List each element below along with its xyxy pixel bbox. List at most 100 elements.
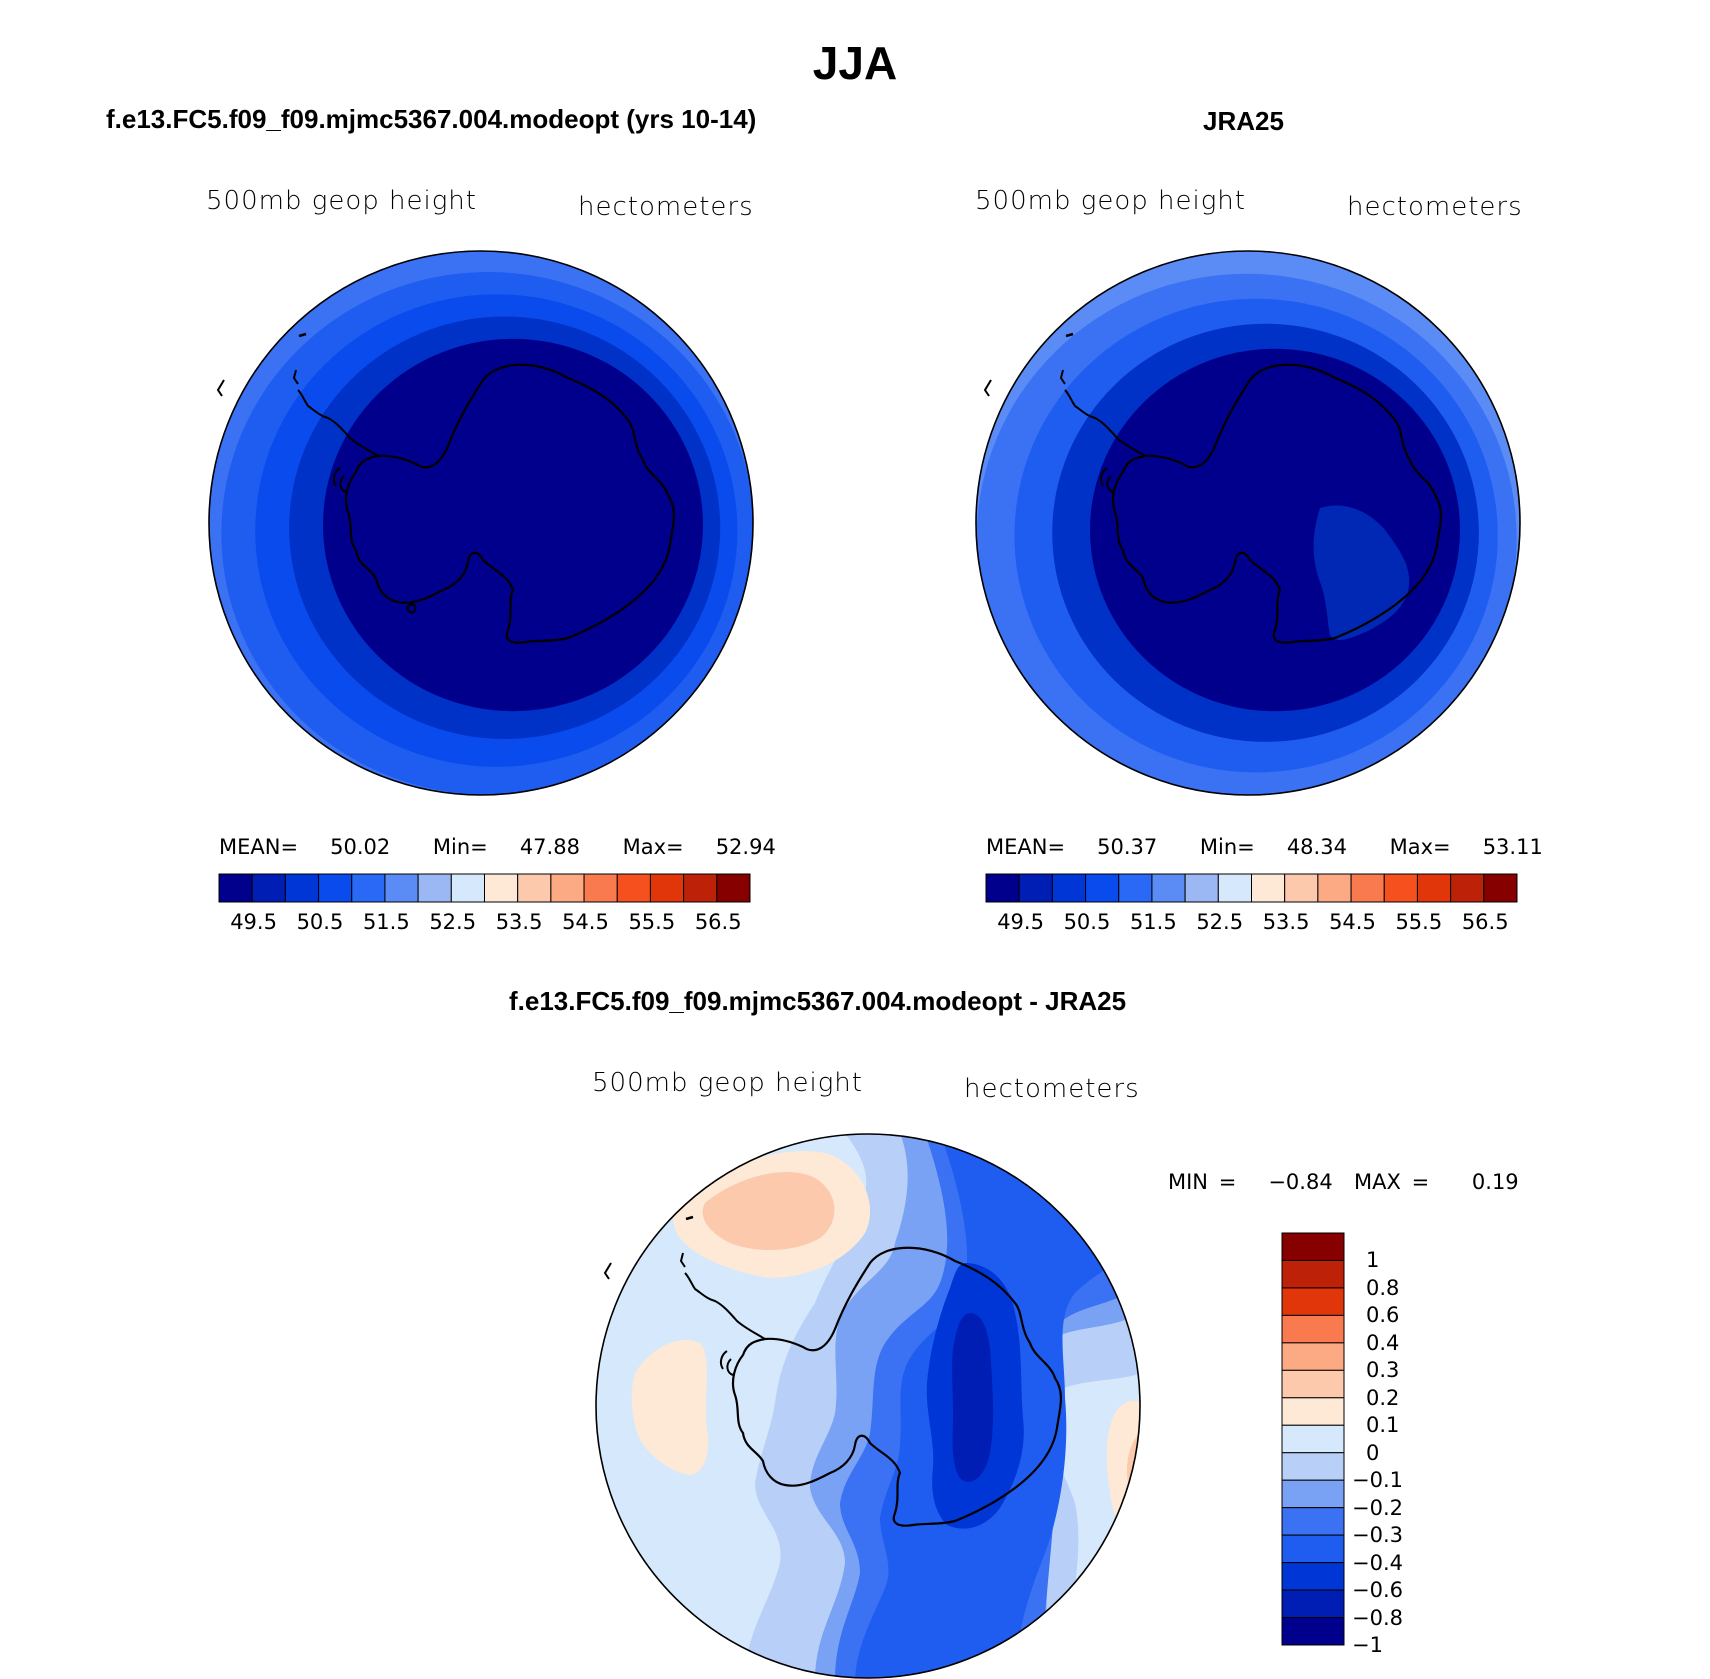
colorbar-swatch [517, 873, 552, 903]
mean-value: 50.37 [1097, 835, 1158, 859]
colorbar-swatch [218, 873, 253, 903]
colorbar-swatch [1281, 1452, 1345, 1481]
colorbar-tick-label: 50.5 [1063, 910, 1111, 934]
variable-label-diff: 500mb geop height [592, 1068, 863, 1098]
colorbar-swatch [683, 873, 718, 903]
colorbar-swatch [1317, 873, 1352, 903]
max-label: Max= [1389, 835, 1451, 859]
min-label: Min= [432, 835, 488, 859]
colorbar-swatch [1281, 1232, 1345, 1261]
colorbar-tick-label: −0.3 [1352, 1523, 1403, 1548]
map-boundary-obs [975, 250, 1521, 796]
stats-obs: MEAN= 50.37 Min= 48.34 Max= 53.11 [986, 835, 1543, 859]
antarctica-coastline-diff [603, 1215, 1062, 1527]
colorbar-tick-label: 54.5 [1329, 910, 1376, 934]
map-model [208, 250, 754, 796]
colorbar-tick-label: −0.2 [1352, 1495, 1403, 1520]
colorbar-tick-label: 0.1 [1366, 1413, 1400, 1438]
colorbar-tick-label: 53.5 [495, 910, 543, 934]
max-label: Max= [622, 835, 684, 859]
colorbar-swatch [1251, 873, 1286, 903]
colorbar-tick-label: 54.5 [562, 910, 609, 934]
figure-title: JJA [812, 37, 898, 89]
colorbar-diff [1281, 1232, 1345, 1646]
variable-label-obs: 500mb geop height [975, 186, 1246, 216]
contour-ring-9 [323, 338, 703, 712]
colorbar-tick-label: 1 [1366, 1248, 1380, 1273]
colorbar-swatch [1281, 1479, 1345, 1509]
colorbar-tick-label: 0.8 [1366, 1275, 1400, 1300]
colorbar-tick-label: 56.5 [694, 910, 742, 934]
colorbar-swatch [1281, 1287, 1345, 1316]
colorbar-tick-label: 0.3 [1366, 1358, 1400, 1383]
colorbar-tick-label: −0.1 [1352, 1468, 1403, 1493]
colorbar-tick-label: 52.5 [1196, 910, 1244, 934]
colorbar-swatch [1018, 873, 1053, 903]
colorbar-swatch [716, 873, 751, 903]
colorbar-swatch [1281, 1424, 1345, 1454]
colorbar-swatch [1281, 1507, 1345, 1536]
units-label-model: hectometers [578, 192, 754, 222]
colorbar-swatch [1416, 873, 1452, 903]
colorbar-tick-label: 0.2 [1366, 1385, 1400, 1410]
colorbar-obs [985, 873, 1518, 903]
colorbar-labels-obs: 49.5 50.5 51.5 52.5 53.5 54.5 55.5 56.5 [986, 910, 1517, 936]
colorbar-swatch [1450, 873, 1485, 903]
colorbar-swatch [251, 873, 286, 903]
colorbar-swatch [1281, 1589, 1345, 1619]
panel-title-diff: f.e13.FC5.f09_f09.mjmc5367.004.modeopt -… [509, 986, 1127, 1016]
colorbar-swatch [1281, 1534, 1345, 1564]
antarctica-coastline-model [216, 332, 675, 644]
colorbar-tick-label: −1 [1352, 1633, 1383, 1657]
colorbar-tick-label: 49.5 [230, 910, 277, 934]
mean-label: MEAN= [986, 835, 1066, 859]
colorbar-swatch [1281, 1617, 1345, 1646]
colorbar-swatch [1383, 873, 1418, 903]
colorbar-swatch [1281, 1397, 1345, 1426]
colorbar-swatch [616, 873, 651, 903]
colorbar-swatch [484, 873, 519, 903]
colorbar-swatch [985, 873, 1020, 903]
colorbar-swatch [649, 873, 685, 903]
colorbar-swatch [1483, 873, 1518, 903]
mean-value: 50.02 [330, 835, 391, 859]
colorbar-swatch [1217, 873, 1252, 903]
colorbar-tick-label: 55.5 [628, 910, 676, 934]
min-label: Min= [1199, 835, 1255, 859]
contour-region-p01 [631, 1339, 709, 1475]
colorbar-tick-label: −0.8 [1352, 1605, 1403, 1630]
colorbar-swatch [318, 873, 353, 903]
stats-diff: MIN = −0.84 MAX = 0.19 [1168, 1170, 1519, 1194]
max-value: 52.94 [715, 835, 776, 859]
map-obs [975, 250, 1521, 796]
min-value: 47.88 [519, 835, 580, 859]
panel-title-model: f.e13.FC5.f09_f09.mjmc5367.004.modeopt (… [106, 104, 757, 134]
colorbar-swatch [583, 873, 618, 903]
contour-region-n04 [596, 1603, 655, 1678]
contour-region-n08 [952, 1313, 994, 1482]
colorbar-swatch [1281, 1314, 1345, 1344]
colorbar-tick-label: 0.6 [1366, 1303, 1400, 1328]
colorbar-swatch [284, 873, 320, 903]
colorbar-labels-diff: 1 0.8 0.6 0.4 0.3 0.2 0.1 0 −0.1 −0.2 −0.3 −0.4 −0.6… [1352, 1233, 1454, 1657]
colorbar-tick-label: −0.6 [1352, 1578, 1403, 1603]
colorbar-swatch [1118, 873, 1153, 903]
colorbar-swatch [351, 873, 386, 903]
colorbar-tick-label: 51.5 [1129, 910, 1177, 934]
colorbar-tick-label: 0 [1366, 1440, 1380, 1465]
max-value: 53.11 [1482, 835, 1543, 859]
contour-ring-9 [1090, 348, 1460, 712]
colorbar-swatch [1284, 873, 1319, 903]
colorbar-swatch [417, 873, 452, 903]
colorbar-tick-label: 51.5 [362, 910, 410, 934]
colorbar-swatch [1281, 1342, 1345, 1371]
colorbar-tick-label: 56.5 [1461, 910, 1509, 934]
colorbar-tick-label: 53.5 [1262, 910, 1310, 934]
mean-label: MEAN= [219, 835, 299, 859]
colorbar-swatch [1281, 1369, 1345, 1399]
colorbar-tick-label: 49.5 [997, 910, 1044, 934]
colorbar-swatch [550, 873, 585, 903]
colorbar-swatch [1151, 873, 1186, 903]
panel-title-obs: JRA25 [1203, 106, 1284, 136]
contour-fill-diff [596, 1134, 1140, 1678]
